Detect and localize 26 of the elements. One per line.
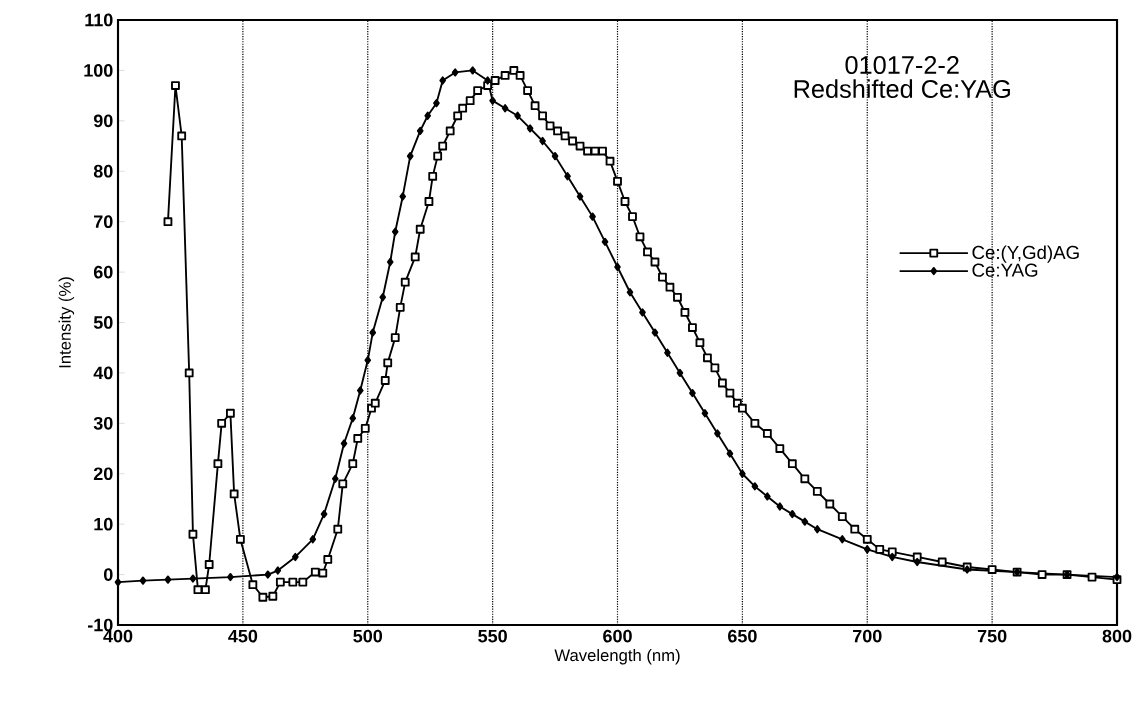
x-tick-label: 550 <box>478 629 507 643</box>
text: Redshifted Ce:YAG <box>794 79 1010 98</box>
x-tick-label: 650 <box>728 629 757 643</box>
y-tick-label: 0 <box>103 568 113 581</box>
y-tick-label: 40 <box>93 366 113 380</box>
x-tick-label: 450 <box>228 629 258 643</box>
y-tick-label: 30 <box>93 416 113 430</box>
y-tick-label: 80 <box>93 164 113 178</box>
y-tick-label: 100 <box>84 64 113 77</box>
legend-label: Ce:YAG <box>972 263 1038 277</box>
y-tick-label: 10 <box>94 517 113 531</box>
y-tick-label: 20 <box>93 467 113 481</box>
x-axis-title: Wavelength (nm) <box>554 648 680 665</box>
y-tick-label: 90 <box>93 114 113 128</box>
x-tick-label: 700 <box>853 629 882 643</box>
y-tick-label: 110 <box>85 13 113 27</box>
legend-label: Ce:(Y,Gd)AG <box>972 245 1079 263</box>
x-tick-label: 750 <box>977 629 1007 643</box>
y-axis-title: Intensity (%) <box>58 277 75 368</box>
y-tick-label: 60 <box>93 265 113 279</box>
text: 01017-2-2 <box>845 56 959 74</box>
x-tick-label: 600 <box>603 629 632 643</box>
x-tick-label: 800 <box>1102 629 1132 643</box>
y-tick-label: 50 <box>93 316 113 329</box>
y-tick-label: 70 <box>94 215 113 229</box>
x-tick-label: 500 <box>353 629 383 643</box>
